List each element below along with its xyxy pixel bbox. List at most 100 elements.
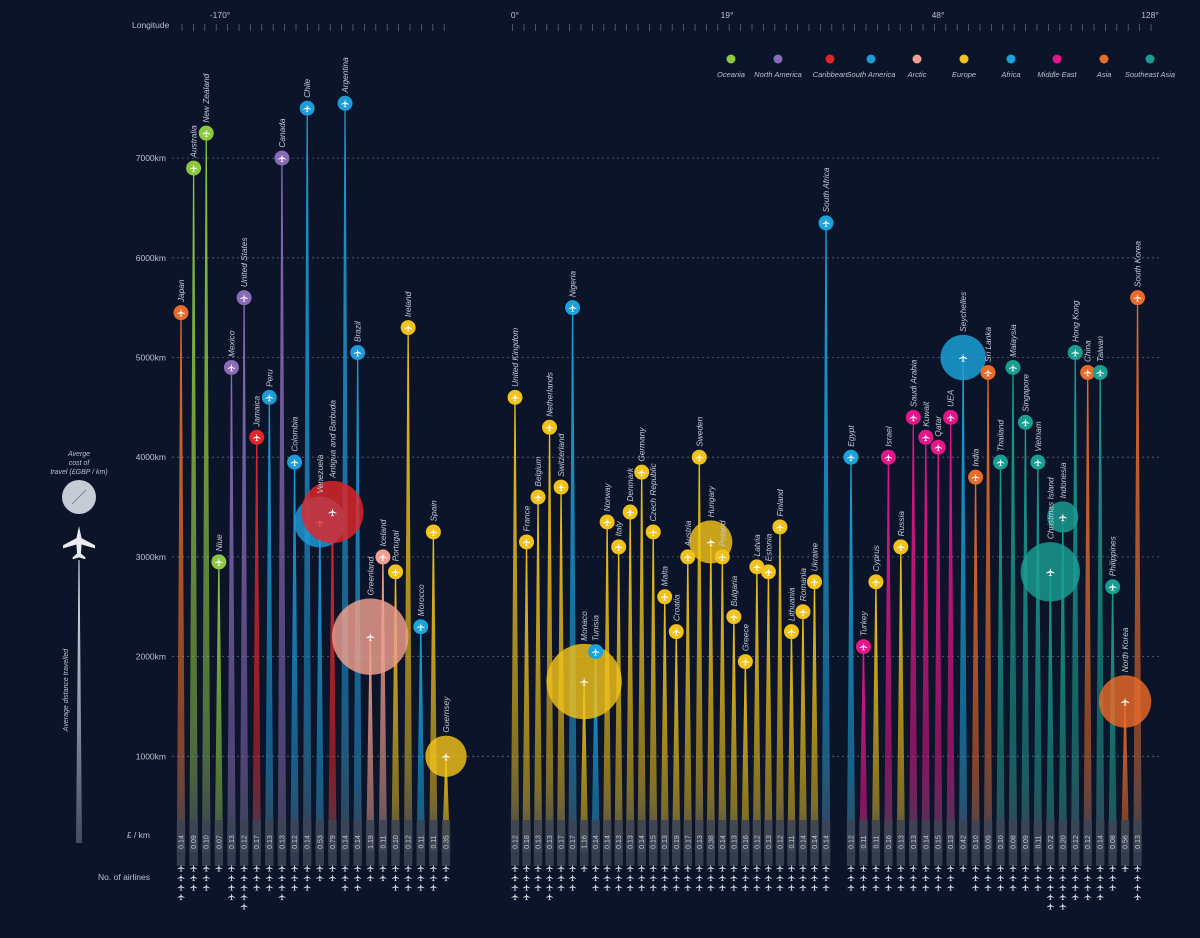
cost-cell (683, 820, 692, 866)
airline-icon (997, 864, 1004, 872)
cost-cell (510, 820, 520, 866)
x-tick-label: 0° (511, 10, 519, 20)
airline-icon (379, 874, 387, 882)
airline-icon (278, 864, 286, 872)
cost-value-austria: 0.17 (685, 835, 692, 849)
cost-cell (672, 820, 681, 866)
airline-icon (404, 864, 412, 872)
stem-kuwait (921, 437, 930, 852)
country-label-thailand: Thailand (996, 419, 1006, 451)
plane-icon (353, 348, 362, 357)
cost-value-israel: 0.16 (886, 835, 893, 849)
airline-icon (810, 864, 818, 872)
cost-value-lithuania: 0.11 (789, 835, 796, 848)
airline-icon (303, 874, 311, 882)
country-label-greece: Greece (740, 623, 750, 651)
stem-china (1083, 372, 1092, 852)
airline-icon (707, 874, 715, 882)
airline-icon (1109, 864, 1117, 872)
airline-icon (1059, 902, 1067, 910)
airline-icon (1084, 883, 1092, 891)
legend-label-southeast-asia: Southeast Asia (1125, 70, 1175, 79)
stem-malaysia (1008, 367, 1018, 852)
airline-icon (569, 883, 577, 891)
plane-icon (672, 627, 681, 636)
airline-icon (328, 864, 336, 872)
cost-cell (871, 820, 881, 866)
cost-value-united-kingdom: 0.12 (513, 835, 520, 849)
plane-icon (1096, 368, 1104, 377)
plane-icon (1133, 293, 1142, 302)
plane-icon (637, 468, 646, 477)
cost-cell (533, 820, 543, 866)
country-label-egypt: Egypt (846, 425, 856, 447)
airline-icon (429, 883, 437, 891)
airline-icon (557, 874, 565, 882)
plane-icon (278, 154, 286, 163)
stem-sweden (695, 457, 704, 852)
airline-icon (959, 864, 967, 872)
airline-icon (557, 864, 565, 872)
plane-icon (303, 104, 311, 113)
airline-icon (404, 874, 412, 882)
plane-icon (1121, 697, 1130, 706)
airline-icon (1071, 883, 1079, 891)
plane-icon (872, 578, 880, 586)
cost-cell (315, 820, 325, 866)
cost-axis-label: £ / km (127, 830, 150, 840)
country-label-czech-republic: Czech Republic (648, 463, 658, 522)
cost-cell (403, 820, 413, 866)
plane-icon (660, 593, 669, 601)
legend-label-middle-east: Middle East (1037, 70, 1077, 79)
airline-icon (534, 883, 542, 891)
country-label-brazil: Brazil (353, 320, 363, 342)
airline-icon (1009, 874, 1017, 882)
cost-cell (176, 820, 186, 866)
cost-cell (884, 820, 893, 866)
legend-swatch-south-america (866, 54, 876, 64)
country-label-south-korea: South Korea (1133, 241, 1143, 288)
country-label-iceland: Iceland (378, 519, 388, 546)
side-legend: Averge cost of travel (£GBP / km) Average d… (50, 451, 108, 843)
airline-icon (1046, 874, 1054, 882)
country-label-indonesia: Indonesia (1058, 462, 1068, 498)
stem-germany (637, 472, 646, 852)
cost-value-mexico: 0.13 (229, 835, 236, 849)
airline-icon (741, 874, 749, 882)
cost-cell (1133, 820, 1142, 866)
cost-value-south-korea: 0.13 (1135, 835, 1142, 849)
airline-icon (649, 883, 657, 891)
stem-united-kingdom (510, 397, 520, 852)
plane-icon (177, 308, 185, 317)
cost-cell (340, 820, 350, 866)
cost-cell (568, 820, 577, 866)
size-legend-label: travel (£GBP / km) (50, 469, 107, 476)
y-tick-label: 4000km (136, 452, 166, 462)
stem-lithuania (787, 631, 796, 852)
airline-icon (1109, 874, 1117, 882)
distance-legend-stem (76, 560, 82, 843)
stem-ukraine (810, 581, 819, 852)
cost-value-venezuela: 0.53 (317, 835, 324, 849)
plane-icon (366, 632, 375, 641)
airline-icon (546, 893, 554, 901)
airline-icon (897, 864, 905, 872)
stem-poland (718, 556, 727, 852)
legend-label-oceania: Oceania (717, 70, 745, 79)
cost-value-brazil: 0.14 (355, 835, 362, 849)
stem-seychelles (958, 357, 968, 852)
country-label-russia: Russia (896, 511, 906, 537)
country-label-saudi-arabia: Saudi Arabia (908, 359, 918, 407)
cost-value-peru: 0.13 (267, 835, 274, 849)
y-tick-label: 3000km (136, 552, 166, 562)
stem-saudi-arabia (909, 417, 918, 852)
airline-icon (316, 864, 324, 872)
country-label-romania: Romania (798, 568, 808, 602)
airline-icon (429, 864, 437, 872)
cost-value-norway: 0.14 (605, 835, 612, 849)
cost-value-egypt: 0.12 (849, 835, 856, 849)
stem-bulgaria (729, 616, 739, 852)
stem-france (522, 541, 531, 852)
airline-icon (1034, 883, 1042, 891)
cost-value-denmark: 0.13 (628, 835, 635, 849)
